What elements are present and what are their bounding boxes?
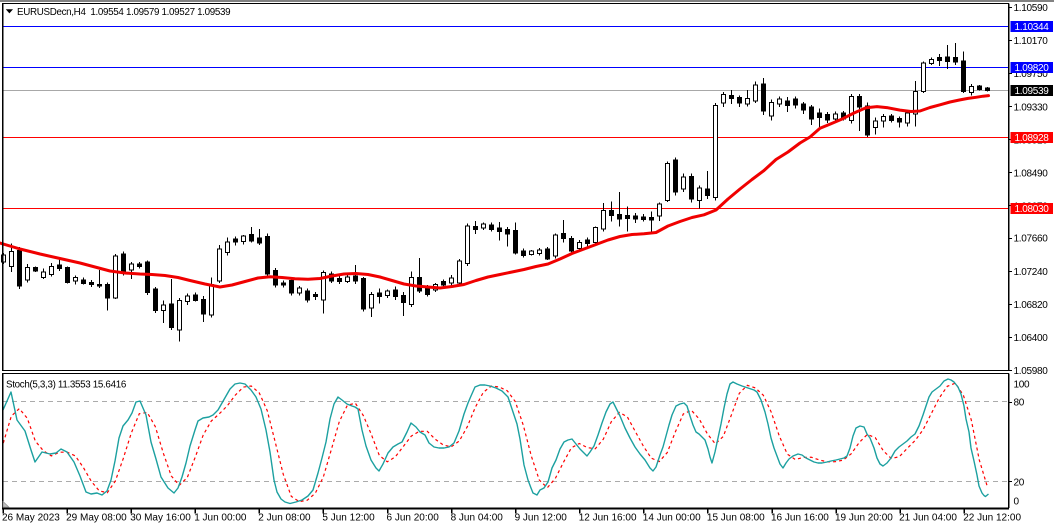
svg-text:1.09750: 1.09750 — [1014, 69, 1049, 80]
svg-text:1.08490: 1.08490 — [1014, 168, 1049, 179]
svg-text:16 Jun 16:00: 16 Jun 16:00 — [771, 513, 829, 524]
svg-text:6 Jun 20:00: 6 Jun 20:00 — [387, 513, 440, 524]
svg-text:1.09820: 1.09820 — [1015, 63, 1050, 74]
svg-text:15 Jun 08:00: 15 Jun 08:00 — [707, 513, 765, 524]
svg-text:1.10170: 1.10170 — [1014, 36, 1049, 47]
svg-text:26 May 2023: 26 May 2023 — [2, 513, 60, 524]
svg-text:20: 20 — [1014, 478, 1025, 489]
svg-text:1.08030: 1.08030 — [1015, 204, 1050, 215]
svg-text:1.05980: 1.05980 — [1014, 366, 1049, 377]
svg-text:0: 0 — [1014, 497, 1020, 508]
svg-text:14 Jun 00:00: 14 Jun 00:00 — [643, 513, 701, 524]
svg-text:1.08928: 1.08928 — [1015, 133, 1050, 144]
svg-text:1.07660: 1.07660 — [1014, 234, 1049, 245]
svg-text:12 Jun 16:00: 12 Jun 16:00 — [579, 513, 637, 524]
svg-text:1.09330: 1.09330 — [1014, 102, 1049, 113]
svg-text:1 Jun 00:00: 1 Jun 00:00 — [194, 513, 247, 524]
svg-text:1.10344: 1.10344 — [1015, 22, 1050, 33]
svg-text:1.09539: 1.09539 — [1015, 86, 1050, 97]
svg-text:5 Jun 12:00: 5 Jun 12:00 — [322, 513, 375, 524]
svg-text:Stoch(5,3,3) 11.3553 15.6416: Stoch(5,3,3) 11.3553 15.6416 — [6, 380, 127, 391]
svg-text:2 Jun 08:00: 2 Jun 08:00 — [258, 513, 311, 524]
svg-text:1.06820: 1.06820 — [1014, 300, 1049, 311]
svg-text:19 Jun 20:00: 19 Jun 20:00 — [835, 513, 893, 524]
svg-text:1.06400: 1.06400 — [1014, 333, 1049, 344]
svg-text:80: 80 — [1014, 398, 1025, 409]
svg-text:1.10590: 1.10590 — [1014, 3, 1049, 14]
svg-text:21 Jun 04:00: 21 Jun 04:00 — [899, 513, 957, 524]
svg-text:22 Jun 12:00: 22 Jun 12:00 — [963, 513, 1021, 524]
svg-text:1.07240: 1.07240 — [1014, 267, 1049, 278]
svg-text:29 May 08:00: 29 May 08:00 — [66, 513, 127, 524]
svg-text:9 Jun 12:00: 9 Jun 12:00 — [515, 513, 568, 524]
svg-text:30 May 16:00: 30 May 16:00 — [130, 513, 191, 524]
svg-text:100: 100 — [1014, 380, 1031, 391]
svg-text:EURUSDecn,H4 1.09554 1.09579: EURUSDecn,H4 1.09554 1.09579 1.09527 1.0… — [17, 7, 230, 18]
svg-text:8 Jun 04:00: 8 Jun 04:00 — [451, 513, 504, 524]
